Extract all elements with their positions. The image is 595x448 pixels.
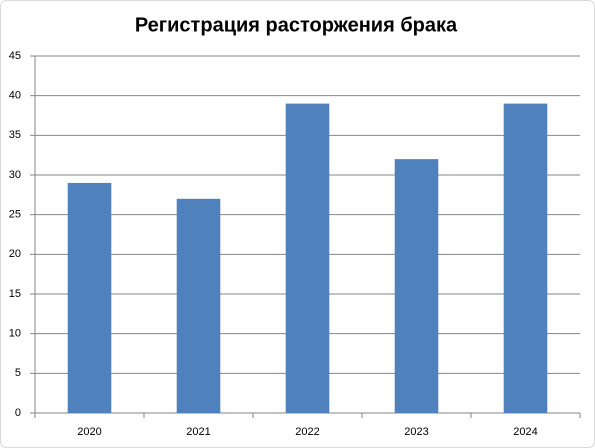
y-tick-label: 35 [9,129,21,141]
bar [394,159,439,413]
x-tick-label: 2020 [77,426,101,438]
y-tick-label: 25 [9,209,21,221]
chart-title: Регистрация расторжения брака [135,14,458,36]
x-tick-label: 2023 [404,426,428,438]
y-tick-label: 45 [9,50,21,62]
bar [176,198,221,413]
y-tick-label: 20 [9,248,21,260]
x-tick-label: 2024 [513,426,537,438]
bar [67,182,112,413]
y-tick-label: 5 [15,367,21,379]
y-tick-label: 0 [15,407,21,419]
y-tick-label: 40 [9,90,21,102]
bar [503,103,548,413]
y-tick-label: 30 [9,169,21,181]
x-tick-label: 2021 [186,426,210,438]
x-tick-label: 2022 [295,426,319,438]
bar [285,103,330,413]
y-tick-label: 10 [9,328,21,340]
y-tick-label: 15 [9,288,21,300]
